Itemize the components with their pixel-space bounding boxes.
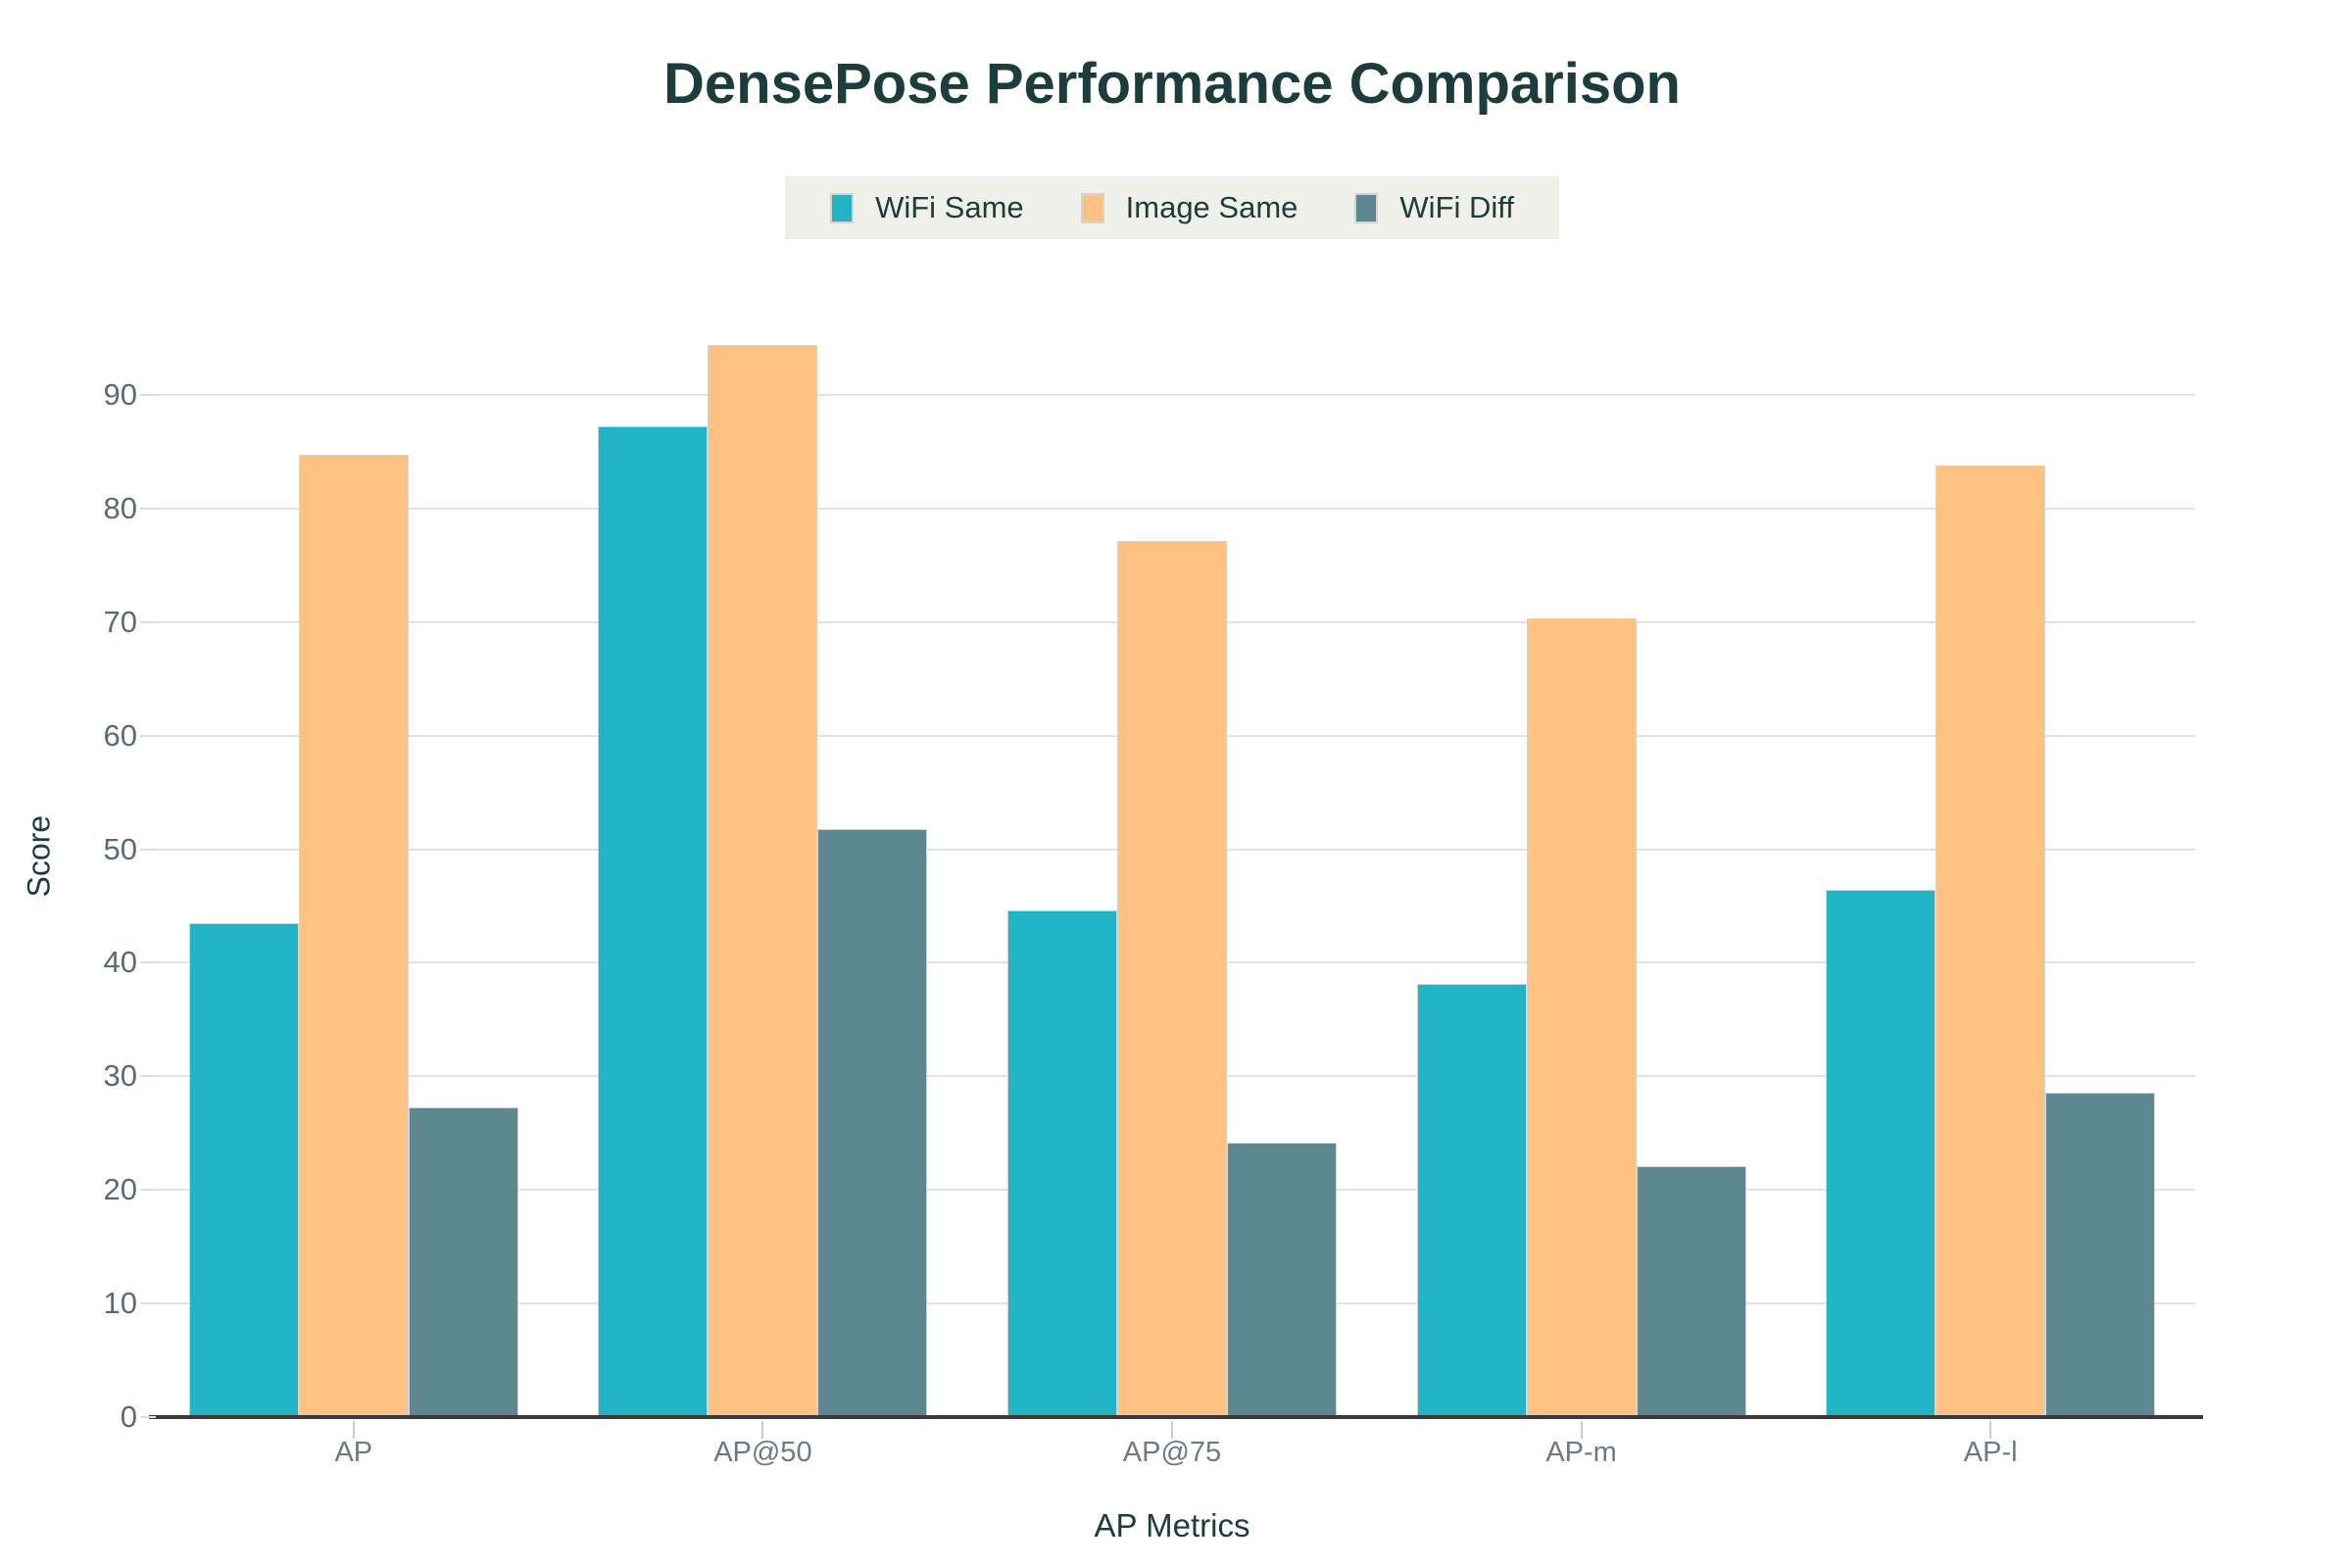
bar-image-same-ap-m <box>1526 618 1637 1417</box>
bar-wifi-diff-ap-l <box>2045 1092 2156 1417</box>
bar-image-same-ap <box>298 455 409 1417</box>
bar-image-same-ap-l <box>1936 465 2046 1417</box>
x-tick-mark-ap-l <box>1989 1421 1992 1439</box>
y-tick-label-30: 30 <box>103 1058 137 1094</box>
legend-box: WiFi Same Image Same WiFi Diff <box>785 176 1559 239</box>
y-tick-mark <box>140 734 156 737</box>
y-axis: 0 10 20 30 40 50 60 70 80 90 <box>0 294 137 1434</box>
chart-title: DensePose Performance Comparison <box>663 52 1681 116</box>
legend: WiFi Same Image Same WiFi Diff <box>149 176 2195 239</box>
legend-swatch-image-same <box>1080 192 1104 223</box>
y-tick-mark <box>140 507 156 510</box>
y-tick-label-90: 90 <box>103 376 137 412</box>
legend-swatch-wifi-same <box>830 192 855 223</box>
x-tick-mark-ap <box>352 1421 355 1439</box>
y-tick-mark <box>140 1416 156 1418</box>
y-tick-mark <box>140 1075 156 1078</box>
bar-image-same-ap-75 <box>1117 541 1227 1417</box>
plot-area <box>149 294 2195 1417</box>
legend-label: WiFi Same <box>875 190 1024 224</box>
x-tick-label-ap-75: AP@75 <box>1122 1437 1222 1468</box>
legend-item-image-same: Image Same <box>1080 190 1298 225</box>
legend-item-wifi-diff: WiFi Diff <box>1354 190 1514 225</box>
gridline-90 <box>149 393 2195 396</box>
y-tick-mark <box>140 393 156 396</box>
y-tick-mark <box>140 961 156 964</box>
y-tick-mark <box>140 620 156 623</box>
x-tick-label-ap-m: AP-m <box>1545 1437 1617 1468</box>
legend-item-wifi-same: WiFi Same <box>830 190 1024 225</box>
bar-image-same-ap-50 <box>708 344 818 1417</box>
x-tick-mark-ap-50 <box>761 1421 764 1439</box>
bar-wifi-same-ap-50 <box>598 426 709 1417</box>
bar-wifi-same-ap-l <box>1826 890 1936 1417</box>
y-axis-title: Score <box>21 814 57 898</box>
x-tick-label-ap-l: AP-l <box>1963 1437 2018 1468</box>
bar-wifi-same-ap-75 <box>1007 910 1117 1417</box>
x-axis-line <box>149 1415 2203 1419</box>
y-tick-label-60: 60 <box>103 717 137 753</box>
y-tick-label-70: 70 <box>103 604 137 639</box>
y-tick-label-20: 20 <box>103 1172 137 1207</box>
bar-wifi-same-ap <box>188 922 299 1417</box>
x-axis-title: AP Metrics <box>1094 1507 1250 1544</box>
y-tick-label-10: 10 <box>103 1286 137 1321</box>
bar-wifi-diff-ap-75 <box>1227 1142 1337 1417</box>
y-tick-label-80: 80 <box>103 490 137 525</box>
y-tick-mark <box>140 1189 156 1192</box>
y-tick-label-0: 0 <box>120 1399 137 1434</box>
y-tick-mark <box>140 848 156 851</box>
legend-label: WiFi Diff <box>1399 190 1514 224</box>
x-tick-label-ap-50: AP@50 <box>713 1437 812 1468</box>
legend-label: Image Same <box>1125 190 1298 224</box>
x-tick-label-ap: AP <box>334 1437 373 1468</box>
bar-wifi-diff-ap <box>408 1106 518 1417</box>
y-tick-label-40: 40 <box>103 945 137 980</box>
bar-wifi-same-ap-m <box>1416 984 1527 1417</box>
y-tick-label-50: 50 <box>103 831 137 866</box>
x-tick-mark-ap-m <box>1580 1421 1583 1439</box>
bar-wifi-diff-ap-m <box>1636 1165 1746 1417</box>
legend-swatch-wifi-diff <box>1354 192 1379 223</box>
x-tick-mark-ap-75 <box>1171 1421 1173 1439</box>
bar-wifi-diff-ap-50 <box>817 828 928 1417</box>
y-tick-mark <box>140 1302 156 1305</box>
gridline-80 <box>149 507 2195 510</box>
